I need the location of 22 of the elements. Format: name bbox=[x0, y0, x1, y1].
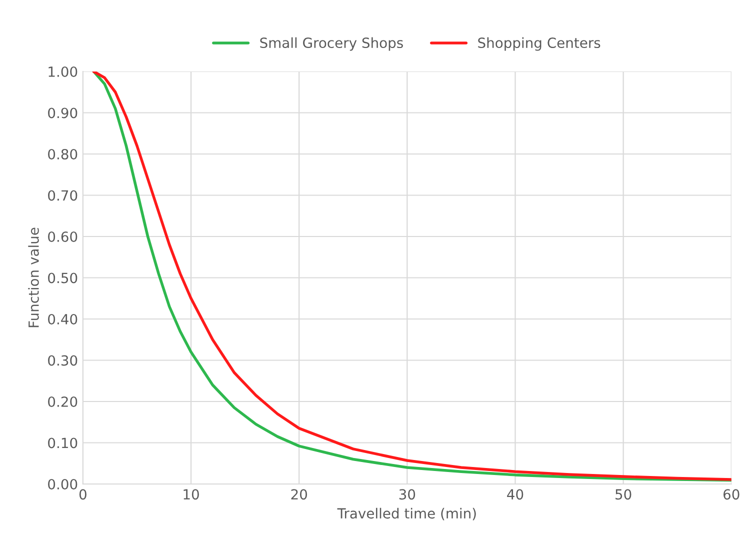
y-tick-label: 0.70 bbox=[48, 190, 78, 201]
x-tick-label: 30 bbox=[399, 489, 416, 500]
y-tick-label: 1.00 bbox=[48, 66, 78, 77]
x-tick-label: 0 bbox=[79, 489, 86, 500]
x-tick-label: 40 bbox=[507, 489, 524, 500]
y-tick-label: 0.80 bbox=[48, 148, 78, 160]
y-axis-title: Function value bbox=[28, 228, 39, 328]
y-tick-label: 0.30 bbox=[48, 355, 78, 366]
x-axis-title: Travelled time (min) bbox=[337, 508, 476, 520]
y-tick-label: 0.40 bbox=[48, 314, 78, 324]
x-tick-label: 20 bbox=[291, 489, 307, 500]
y-tick-label: 0.50 bbox=[48, 272, 78, 284]
y-tick-label: 0.00 bbox=[48, 478, 78, 490]
y-tick-label: 0.90 bbox=[48, 108, 78, 118]
legend-label: Small Grocery Shops bbox=[260, 37, 403, 51]
legend-label: Shopping Centers bbox=[478, 37, 600, 51]
x-tick-label: 60 bbox=[724, 489, 740, 500]
y-tick-label: 0.20 bbox=[48, 396, 78, 407]
x-tick-label: 50 bbox=[616, 489, 632, 500]
y-tick-label: 0.10 bbox=[48, 438, 78, 448]
y-tick-label: 0.60 bbox=[48, 231, 78, 242]
x-tick-label: 10 bbox=[184, 489, 199, 500]
